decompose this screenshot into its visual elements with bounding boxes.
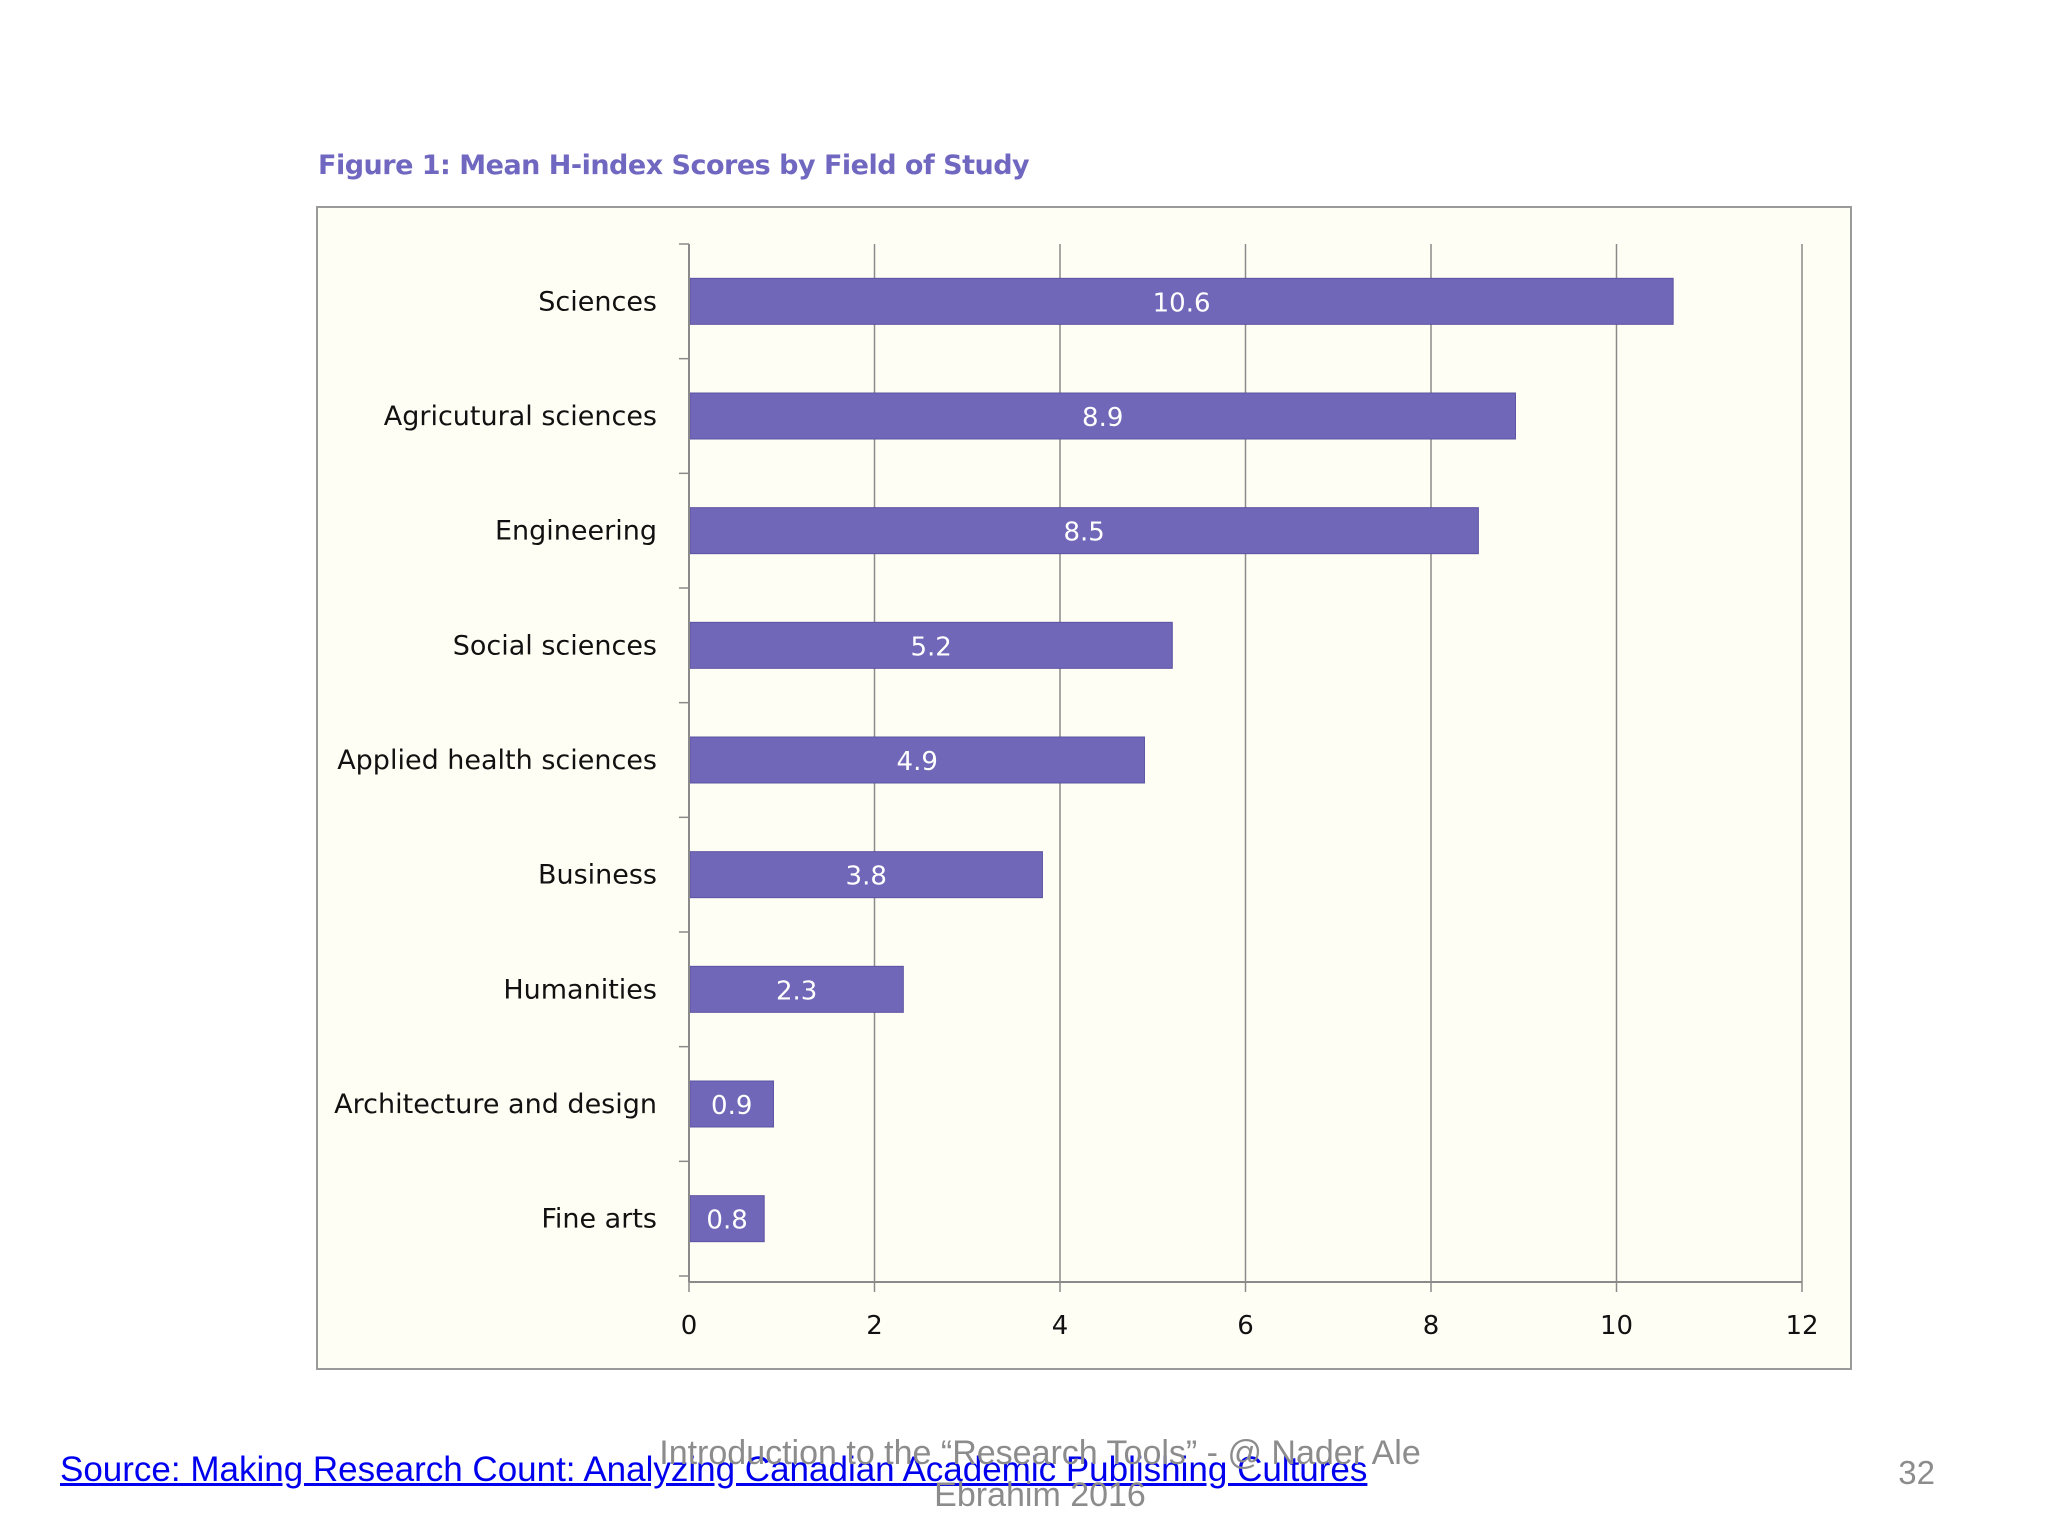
bar: [689, 621, 1173, 669]
data-label: 8.5: [1064, 518, 1105, 548]
data-label: 2.3: [776, 976, 817, 1006]
data-label: 0.9: [711, 1091, 752, 1121]
category-label: Fine arts: [541, 1204, 657, 1235]
axes: [679, 243, 1803, 1292]
data-label: 5.2: [910, 632, 951, 662]
bar: [689, 507, 1479, 555]
source-link[interactable]: Source: Making Research Count: Analyzing…: [60, 1450, 1368, 1489]
category-label: Agricutural sciences: [384, 401, 657, 432]
bar: [689, 851, 1043, 899]
bar: [689, 965, 904, 1013]
x-tick-label: 2: [866, 1311, 883, 1341]
bar: [689, 277, 1674, 325]
chart-title: Figure 1: Mean H-index Scores by Field o…: [318, 150, 1030, 181]
data-label: 8.9: [1082, 403, 1123, 433]
footer: Introduction to the “Research Tools” - @…: [580, 1432, 1500, 1516]
category-label: Engineering: [495, 516, 657, 547]
x-tick-label: 12: [1785, 1311, 1818, 1341]
bar: [689, 1080, 774, 1128]
x-tick-label: 8: [1423, 1311, 1440, 1341]
category-label: Humanities: [503, 974, 657, 1005]
category-label: Business: [538, 860, 657, 891]
chart-frame: 0 2 4 6 8 10 12 Sciences 10.6 Agricutural science…: [316, 206, 1852, 1370]
bar-chart: 0 2 4 6 8 10 12 Sciences 10.6 Agricutural science…: [318, 208, 1850, 1368]
category-label: Applied health sciences: [337, 745, 657, 776]
labels: 0 2 4 6 8 10 12 Sciences 10.6 Agricutural science…: [334, 286, 1818, 1341]
x-tick-label: 6: [1237, 1311, 1254, 1341]
category-label: Architecture and design: [334, 1089, 657, 1120]
x-tick-label: 10: [1600, 1311, 1633, 1341]
data-label: 3.8: [846, 862, 887, 892]
x-tick-label: 4: [1052, 1311, 1069, 1341]
x-tick-label: 0: [681, 1311, 698, 1341]
footer-line-2: Ebrahim 2016: [934, 1476, 1146, 1514]
page-number: 32: [1898, 1454, 1935, 1491]
bar: [689, 1195, 765, 1243]
data-label: 4.9: [897, 747, 938, 777]
category-label: Social sciences: [453, 630, 657, 661]
footer-line-1: Introduction to the “Research Tools” - @…: [659, 1434, 1421, 1472]
category-label: Sciences: [538, 286, 657, 317]
bars: [689, 277, 1674, 1243]
plot-background: [318, 208, 1850, 1368]
data-label: 0.8: [706, 1206, 747, 1236]
data-label: 10.6: [1153, 288, 1211, 318]
bar: [689, 736, 1145, 784]
